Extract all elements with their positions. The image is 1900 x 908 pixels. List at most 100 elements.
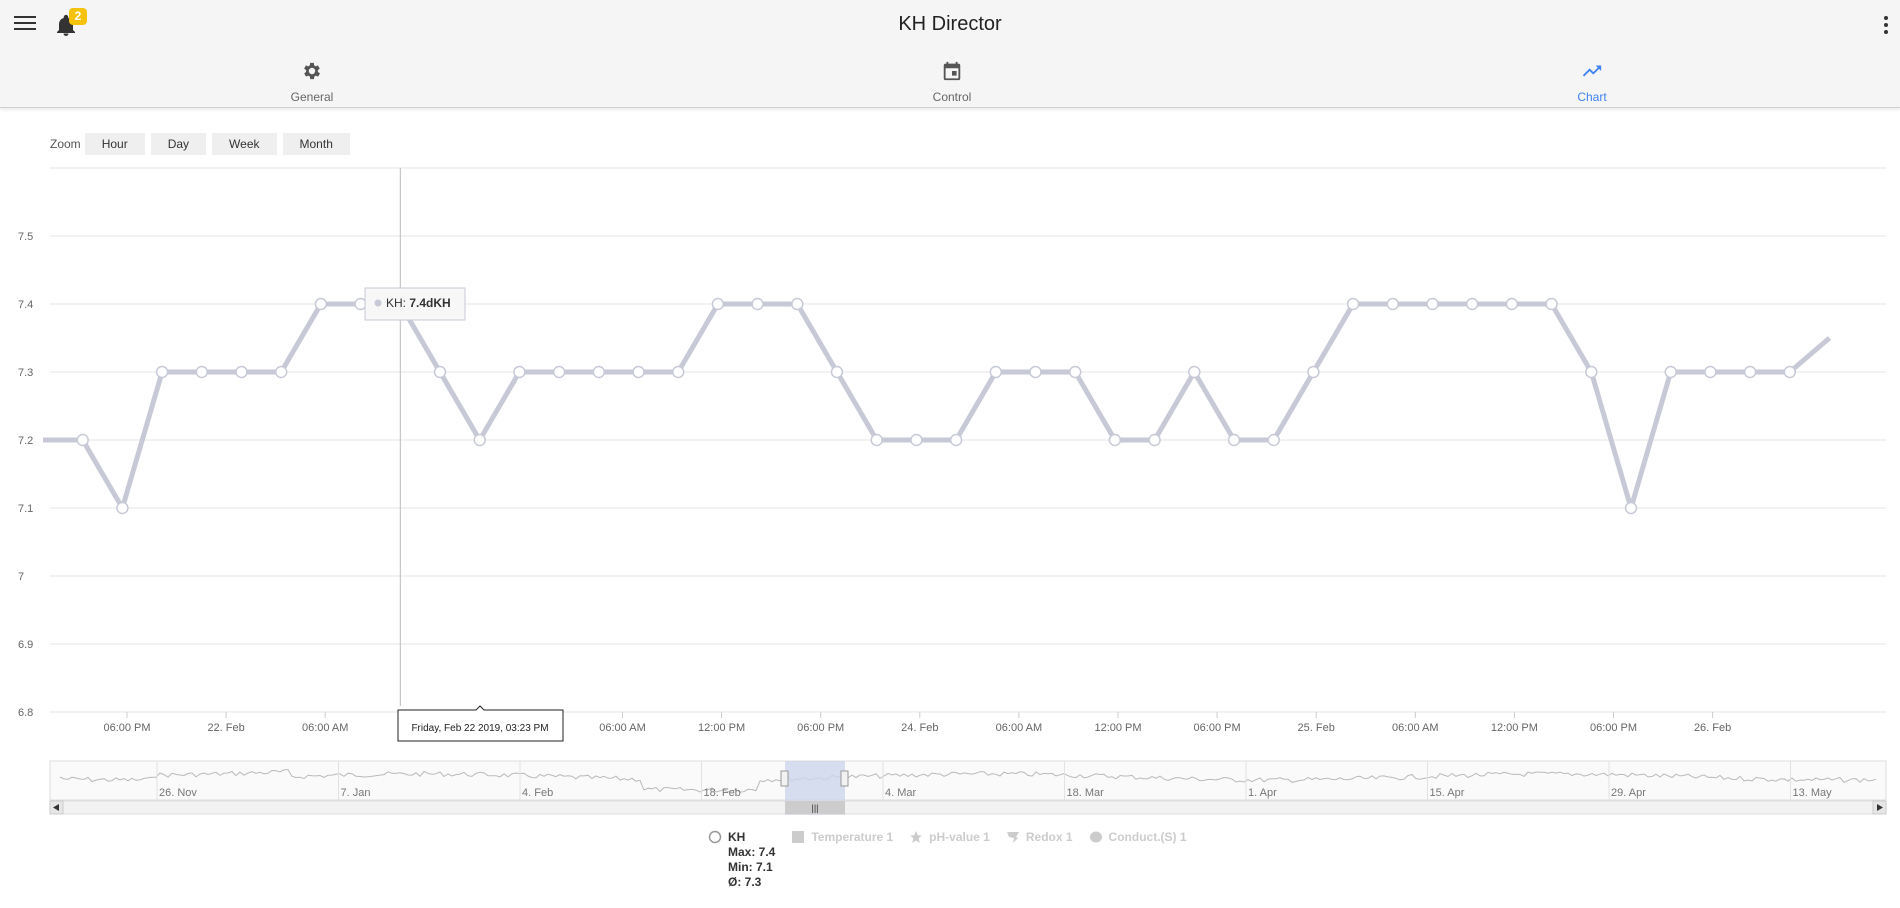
more-options-icon[interactable] xyxy=(1884,16,1890,34)
navigator-handle-right xyxy=(840,770,849,787)
legend-item-temperature[interactable]: Temperature 1 xyxy=(791,830,893,890)
data-point xyxy=(116,501,129,515)
data-point xyxy=(711,297,725,311)
data-point xyxy=(1386,297,1400,311)
legend-kh-min: Min: 7.1 xyxy=(728,860,773,874)
navigator-tick-label: 4. Feb xyxy=(522,787,553,799)
navigator-handle-left xyxy=(780,770,789,787)
data-point xyxy=(791,297,804,311)
data-point xyxy=(1188,365,1201,379)
data-point xyxy=(1743,365,1757,379)
data-point xyxy=(632,365,645,379)
data-point xyxy=(1426,297,1439,311)
zoom-day-button[interactable]: Day xyxy=(150,133,207,155)
data-point xyxy=(155,365,169,379)
data-point xyxy=(235,365,248,379)
data-point xyxy=(671,365,685,379)
calendar-icon xyxy=(943,61,961,81)
tab-general[interactable]: General xyxy=(212,60,412,104)
zoom-controls: Zoom Hour Day Week Month xyxy=(50,133,356,155)
legend-label-redox: Redox 1 xyxy=(1025,830,1073,844)
navigator-tick-label: 1. Apr xyxy=(1248,787,1277,799)
series-line-kh xyxy=(43,301,1832,511)
data-point xyxy=(592,365,606,379)
x-tick-label: 23. Feb xyxy=(505,722,542,734)
x-tick-label: 26. Feb xyxy=(1694,722,1731,734)
gear-icon xyxy=(304,62,320,80)
tab-control[interactable]: Control xyxy=(852,60,1052,104)
navigator-tick-label: 15. Apr xyxy=(1430,787,1465,799)
series-points xyxy=(76,295,1797,515)
menu-icon[interactable] xyxy=(14,16,36,32)
data-point xyxy=(1783,365,1797,379)
navigator-scrollbar-thumb xyxy=(785,801,845,814)
trending-up-icon xyxy=(1582,65,1602,77)
data-point xyxy=(1465,297,1479,311)
arrow-left-icon xyxy=(53,804,59,811)
data-point xyxy=(1624,501,1638,515)
legend-item-kh[interactable]: KH Max: 7.4 Min: 7.1 Ø: 7.3 xyxy=(708,830,775,890)
arrow-right-icon xyxy=(1877,804,1883,811)
data-point xyxy=(195,365,209,379)
data-point xyxy=(1148,433,1161,447)
x-axis: 06:00 PM 22. Feb 06:00 AM 12:00 PM 23. Feb 06… xyxy=(103,712,1731,734)
navigator-tick-label: 4. Mar xyxy=(885,787,917,799)
y-tick-label: 6.8 xyxy=(18,707,33,719)
data-point xyxy=(1227,433,1241,447)
svg-text:KH: 7.4dKH: KH: 7.4dKH xyxy=(386,296,451,310)
data-point xyxy=(1585,365,1598,379)
data-point xyxy=(1068,365,1082,379)
data-point xyxy=(870,433,883,447)
x-tick-label: 06:00 AM xyxy=(1392,722,1438,734)
legend-item-conduct[interactable]: Conduct.(S) 1 xyxy=(1089,830,1187,890)
data-point xyxy=(1346,297,1360,311)
legend-item-ph[interactable]: pH-value 1 xyxy=(909,830,990,890)
crosshair-date-label: Friday, Feb 22 2019, 03:23 PM xyxy=(397,705,564,742)
tooltip-series-dot xyxy=(374,299,382,307)
y-tick-label: 7.1 xyxy=(18,503,33,515)
x-tick-label: 06:00 PM xyxy=(1590,722,1637,734)
x-tick-label: 22. Feb xyxy=(207,722,244,734)
x-tick-label: 06:00 AM xyxy=(302,722,348,734)
zoom-week-button[interactable]: Week xyxy=(212,133,277,155)
square-icon xyxy=(792,831,805,843)
data-point xyxy=(1664,365,1677,379)
x-tick-label: 06:00 AM xyxy=(996,722,1042,734)
chart-legend: KH Max: 7.4 Min: 7.1 Ø: 7.3 Temperature … xyxy=(708,830,1203,890)
flag-icon xyxy=(1006,832,1019,843)
zoom-hour-button[interactable]: Hour xyxy=(84,133,145,155)
navigator[interactable]: 26. Nov 7. Jan 4. Feb 18. Feb 4. Mar 18. Mar 1… xyxy=(49,760,1887,815)
tooltip-series-label: KH: xyxy=(386,296,409,310)
scroll-right-button xyxy=(1872,800,1887,815)
data-point xyxy=(76,433,89,447)
tab-chart[interactable]: Chart xyxy=(1492,60,1692,104)
data-point xyxy=(989,365,1003,379)
y-tick-label: 6.9 xyxy=(18,639,33,651)
data-point xyxy=(1545,297,1558,311)
data-point xyxy=(392,295,409,313)
legend-item-redox[interactable]: Redox 1 xyxy=(1006,830,1073,890)
x-tick-label: 25. Feb xyxy=(1298,722,1335,734)
legend-kh-avg: Ø: 7.3 xyxy=(728,875,762,889)
y-tick-label: 7.2 xyxy=(18,435,33,447)
data-point xyxy=(830,365,844,379)
legend-label-ph: pH-value 1 xyxy=(929,830,990,844)
navigator-tick-label: 26. Nov xyxy=(159,787,197,799)
data-point xyxy=(1029,365,1042,379)
data-point xyxy=(274,365,288,379)
data-point xyxy=(1267,433,1280,447)
zoom-month-button[interactable]: Month xyxy=(282,133,350,155)
chart-grid xyxy=(50,167,1886,713)
data-point xyxy=(751,297,764,311)
y-tick-label: 7.3 xyxy=(18,367,33,379)
y-axis: 6.8 6.9 7 7.1 7.2 7.3 7.4 7.5 xyxy=(18,231,33,719)
notification-badge: 2 xyxy=(69,8,87,25)
navigator-tick-label: 18. Mar xyxy=(1067,787,1105,799)
x-tick-label: 06:00 PM xyxy=(797,722,844,734)
legend-kh-max: Max: 7.4 xyxy=(728,845,776,859)
legend-label-temperature: Temperature 1 xyxy=(811,830,894,844)
app-bar: 2 KH Director General Control Chart xyxy=(0,0,1900,108)
star-icon xyxy=(910,831,923,843)
x-tick-label: 06:00 PM xyxy=(103,722,150,734)
navigator-series xyxy=(59,769,1877,793)
